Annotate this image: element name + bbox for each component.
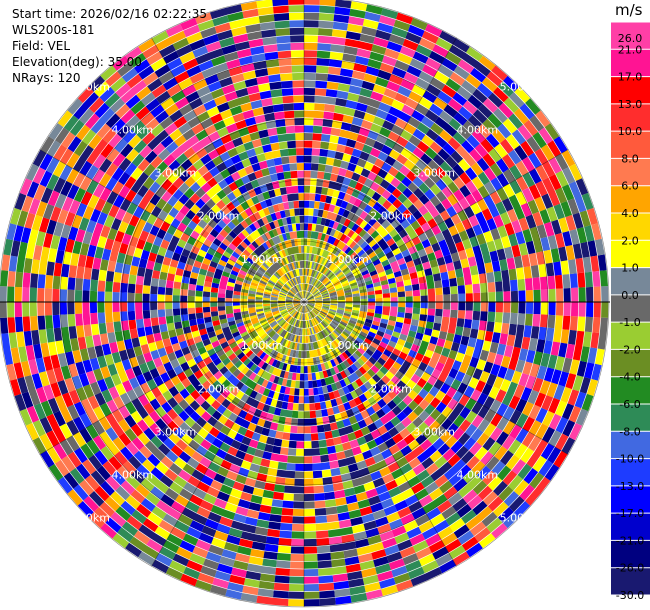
range-label: 3.00km <box>413 167 455 180</box>
range-label: 5.00km <box>68 80 110 93</box>
range-label: 5.00km <box>500 512 542 525</box>
field-text: Field: VEL <box>12 39 71 53</box>
range-label: 4.00km <box>457 124 499 137</box>
range-labels: 1.00km 2.00km 3.00km 4.00km 5.00km 1.00km 2.00… <box>68 80 541 524</box>
range-label: 5.00km <box>68 512 110 525</box>
velocity-gate-group <box>0 12 608 596</box>
velocity-gate-group <box>15 0 573 574</box>
range-label: 3.00km <box>155 425 197 438</box>
range-label: 2.00km <box>198 210 240 223</box>
azimuth-spoke <box>39 301 305 455</box>
range-rings <box>0 0 610 608</box>
azimuth-spoke <box>303 37 457 303</box>
range-label: 3.00km <box>155 167 197 180</box>
range-label: 2.00km <box>198 382 240 395</box>
range-label: 1.00km <box>327 339 369 352</box>
range-label: 2.00km <box>370 382 412 395</box>
velocity-gate-group <box>14 17 579 584</box>
range-label: 3.00km <box>413 425 455 438</box>
elevation-text: Elevation(deg): 35.00 <box>12 55 142 69</box>
range-label: 4.00km <box>457 469 499 482</box>
azimuth-spoke <box>151 301 305 567</box>
velocity-gate-group <box>0 13 607 607</box>
start-time-text: Start time: 2026/02/16 02:22:35 <box>12 7 207 21</box>
velocity-gate-group <box>1 12 602 596</box>
nrays-text: NRays: 120 <box>12 71 81 85</box>
velocity-gate-group <box>1 5 602 589</box>
azimuth-spoke <box>303 301 457 567</box>
range-label: 1.00km <box>241 339 283 352</box>
range-label: 2.00km <box>370 210 412 223</box>
range-label: 1.00km <box>327 253 369 266</box>
azimuth-spoke <box>39 149 305 303</box>
azimuth-spoke <box>303 149 569 303</box>
azimuth-spoke <box>151 37 305 303</box>
range-label: 4.00km <box>112 124 154 137</box>
site-name-text: WLS200s-181 <box>12 23 95 37</box>
velocity-gate-group <box>3 5 595 603</box>
range-label: 1.00km <box>241 253 283 266</box>
range-label: 4.00km <box>112 469 154 482</box>
azimuth-spoke <box>303 301 569 455</box>
range-label: 5.00km <box>500 80 542 93</box>
